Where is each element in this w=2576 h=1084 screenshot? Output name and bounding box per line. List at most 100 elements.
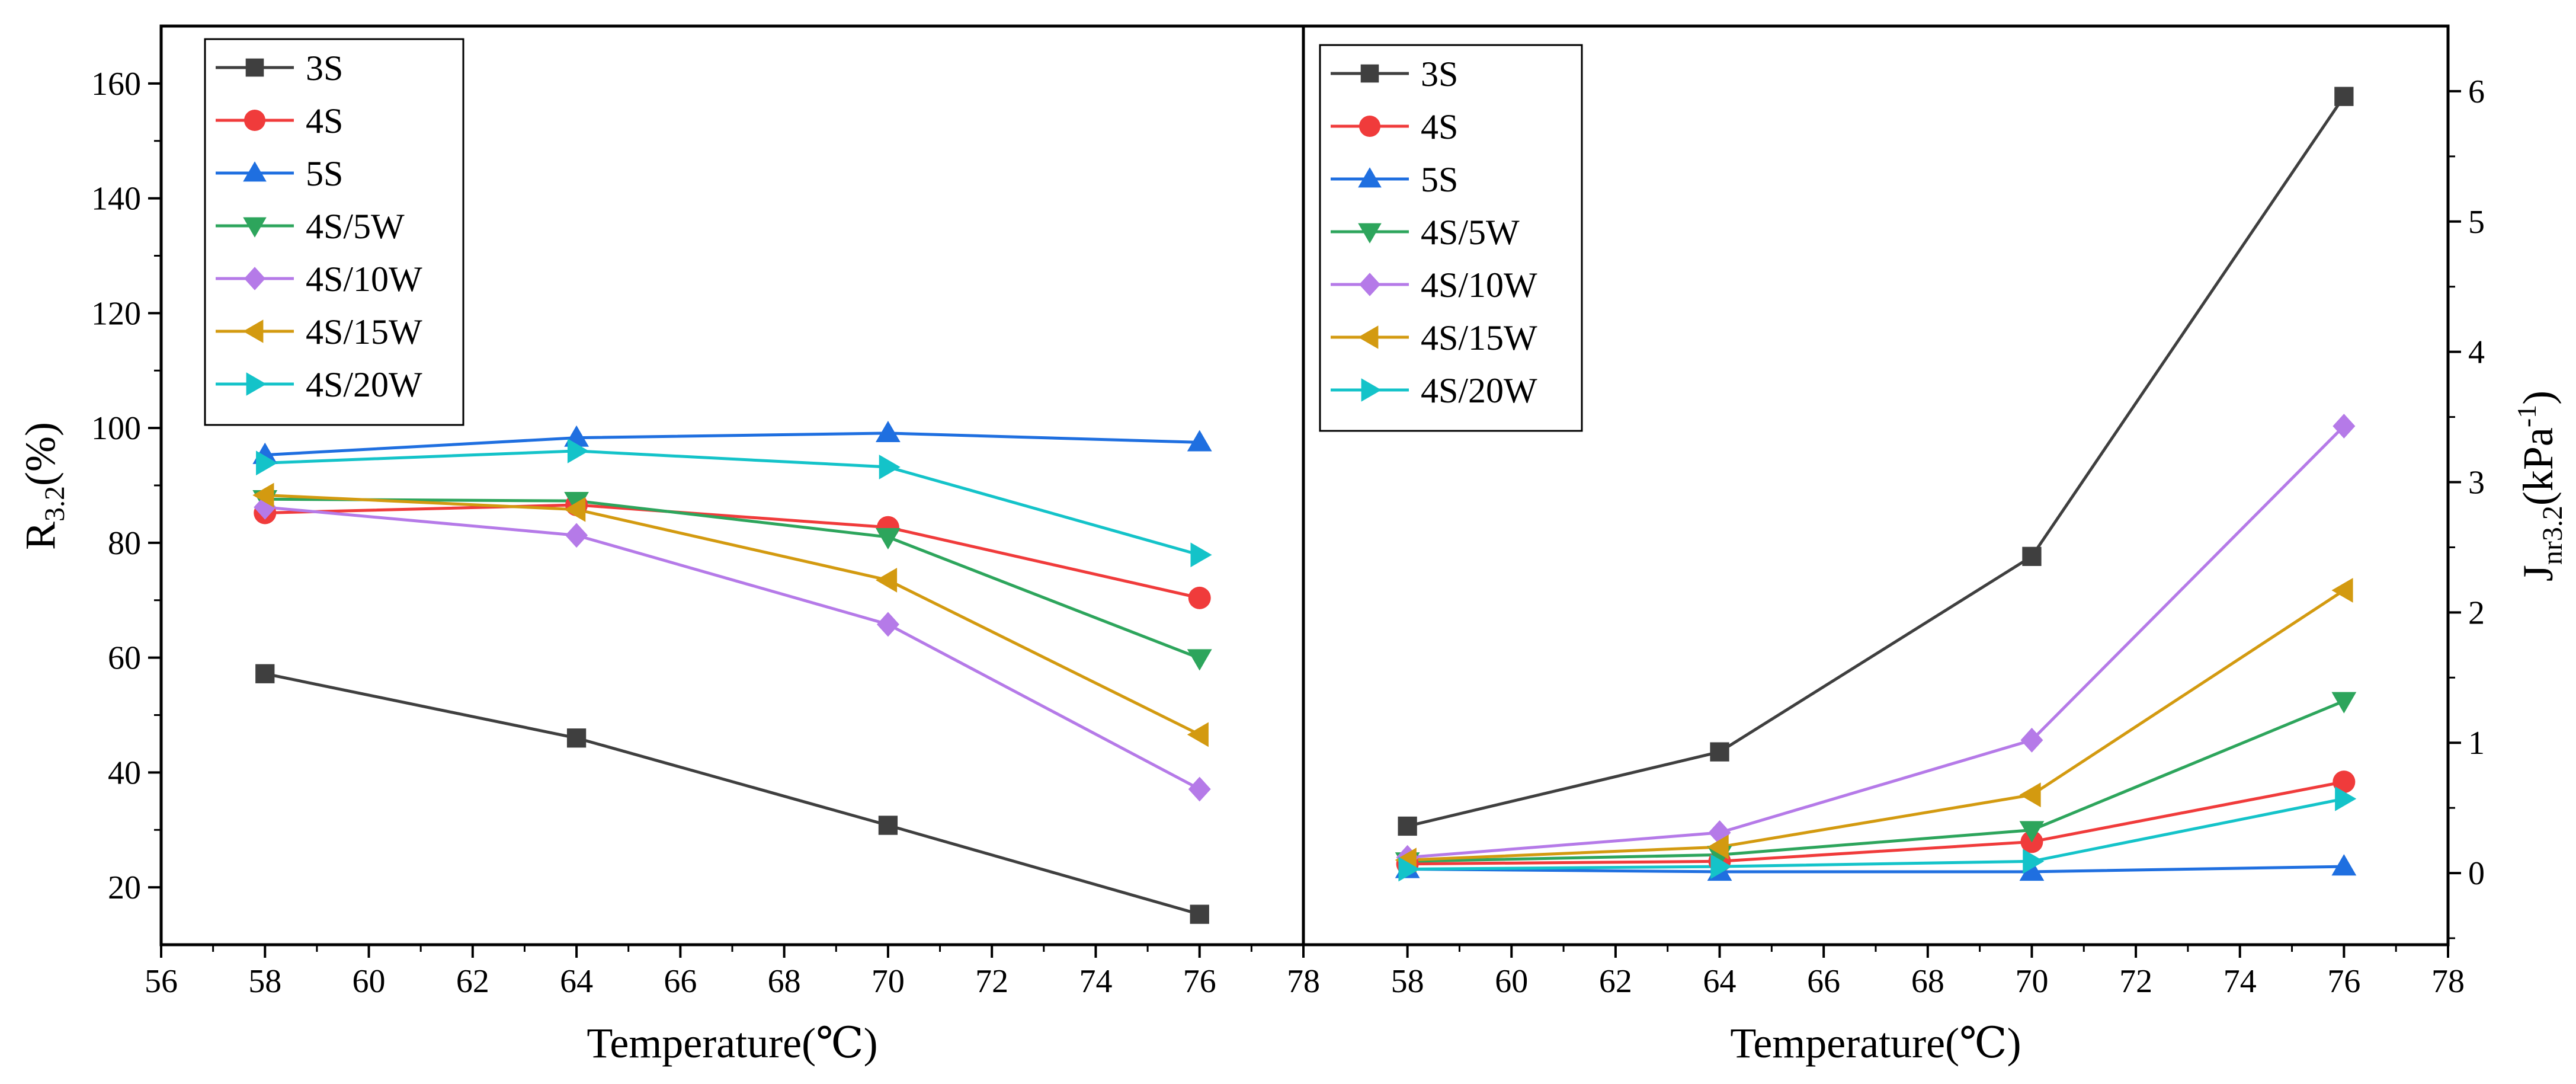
left-data-point-3s — [1190, 904, 1209, 924]
right-axes-frame — [1302, 24, 2450, 946]
right-y-tick-label: 1 — [2468, 725, 2485, 762]
right-data-point-4s-5w — [2331, 692, 2357, 714]
right-y-axis-title: Jnr3.2(kPa-1) — [2511, 391, 2568, 581]
left-data-point-4s-10w — [1188, 776, 1211, 802]
right-legend-label-4s-20w: 4S/20W — [1421, 371, 1537, 410]
left-data-point-4s-20w — [1190, 542, 1212, 568]
right-legend-marker-3s — [1360, 64, 1379, 83]
right-legend-marker-4s-15w — [1358, 325, 1379, 349]
right-y-tick-label: 5 — [2468, 204, 2485, 241]
left-y-tick-label: 120 — [91, 295, 141, 332]
right-panel: 58 60 62 64 66 68 70 72 74 76 78 0 1 2 3 4 5 6 Temperatur… — [1302, 24, 2568, 1067]
left-legend: 3S 4S 5S 4S/5W 4S/10W 4S/15W 4S/20W — [204, 38, 464, 426]
left-x-tick-label: 74 — [1079, 963, 1112, 1000]
right-legend-label-4s-10w: 4S/10W — [1421, 266, 1537, 305]
left-data-point-4s-20w — [256, 450, 278, 476]
left-y-axis-title-sub: 3.2 — [39, 486, 71, 522]
left-series-line-4s-5w — [265, 497, 1200, 660]
left-data-point-4s-15w — [1187, 722, 1209, 747]
right-series-line-5s — [1407, 865, 2344, 874]
left-series-line-5s — [265, 431, 1200, 457]
left-x-tick-label: 56 — [145, 963, 178, 1000]
left-y-tick-label: 60 — [108, 640, 141, 677]
left-legend-label-4s-15w: 4S/15W — [306, 312, 422, 351]
left-x-tick-label: 78 — [1287, 963, 1320, 1000]
left-legend-marker-4s-20w — [246, 372, 267, 396]
right-legend-marker-4s-5w — [1358, 223, 1382, 244]
right-y-tick-label: 4 — [2468, 334, 2485, 371]
right-x-tick-label: 70 — [2015, 963, 2048, 1000]
right-data-point-4s-20w — [2023, 849, 2045, 874]
left-data-point-4s-15w — [252, 482, 274, 508]
left-y-axis-title-suffix: (%) — [17, 422, 64, 486]
left-y-tick-label: 40 — [108, 754, 141, 791]
left-legend-label-4s-10w: 4S/10W — [306, 260, 422, 299]
right-x-tick-label: 66 — [1807, 963, 1840, 1000]
left-x-tick-label: 64 — [560, 963, 593, 1000]
right-data-point-5s — [2331, 854, 2357, 876]
right-x-tick-label: 76 — [2327, 963, 2360, 1000]
left-y-axis-title: R3.2(%) — [17, 422, 71, 550]
left-data-point-4s-20w — [879, 455, 901, 479]
right-x-tick-label: 74 — [2223, 963, 2257, 1000]
left-x-tick-label: 62 — [456, 963, 489, 1000]
left-data-point-4s-15w — [876, 567, 898, 593]
right-y-axis-title-sub: nr3.2 — [2537, 506, 2568, 565]
right-x-tick-label: 72 — [2119, 963, 2152, 1000]
right-y-tick-label: 0 — [2468, 855, 2485, 892]
left-data-point-4s-5w — [1187, 649, 1212, 671]
right-legend-marker-5s — [1358, 167, 1382, 188]
right-series-line-4s-5w — [1407, 699, 2345, 863]
right-data-point-4s-10w — [1708, 820, 1731, 845]
right-legend-label-4s-15w: 4S/15W — [1421, 318, 1537, 357]
right-axis-ticks: 58 60 62 64 66 68 70 72 74 76 78 0 1 2 3 4 5 6 — [1391, 73, 2485, 1000]
left-legend-label-4s: 4S — [306, 101, 343, 140]
right-legend-box — [1319, 44, 1583, 432]
left-legend-label-4s-20w: 4S/20W — [306, 365, 422, 404]
left-x-tick-label: 72 — [975, 963, 1008, 1000]
right-data-point-4s-5w — [2019, 821, 2045, 843]
right-data-point-4s-20w — [1710, 854, 1732, 879]
left-y-tick-label: 140 — [91, 181, 141, 218]
left-data-point-4s-20w — [567, 438, 589, 463]
right-data-point-3s — [2022, 546, 2042, 566]
left-x-tick-label: 66 — [664, 963, 697, 1000]
left-series-markers — [252, 420, 1212, 924]
right-legend: 3S 4S 5S 4S/5W 4S/10W 4S/15W 4S/20W — [1319, 44, 1583, 432]
right-series-line-4s-20w — [1407, 797, 2344, 871]
left-data-point-4s-10w — [876, 612, 899, 637]
right-data-point-4s-15w — [2331, 578, 2353, 603]
right-x-tick-label: 78 — [2431, 963, 2465, 1000]
right-series-line-4s-15w — [1407, 589, 2345, 862]
left-x-tick-label: 60 — [353, 963, 386, 1000]
left-series-line-4s-15w — [265, 493, 1200, 736]
left-x-axis-title: Temperature(℃) — [587, 1019, 877, 1067]
right-legend-marker-4s-10w — [1359, 273, 1380, 296]
right-y-axis-title-sup: -1 — [2511, 405, 2542, 427]
left-legend-label-3s: 3S — [306, 49, 343, 88]
left-y-tick-label: 160 — [91, 66, 141, 103]
left-data-point-5s — [876, 420, 901, 443]
right-x-tick-label: 58 — [1391, 963, 1424, 1000]
left-legend-marker-4s-15w — [243, 319, 264, 343]
right-y-axis-title-suffix: (kPa — [2514, 427, 2562, 506]
left-series-line-4s-20w — [265, 449, 1200, 557]
right-legend-label-4s: 4S — [1421, 107, 1458, 146]
right-y-tick-label: 2 — [2468, 594, 2485, 631]
left-legend-marker-5s — [243, 161, 267, 182]
right-legend-label-5s: 5S — [1421, 160, 1458, 199]
left-series-lines — [264, 431, 1200, 916]
right-y-tick-label: 3 — [2468, 465, 2485, 501]
left-x-tick-label: 76 — [1183, 963, 1216, 1000]
left-x-tick-label: 68 — [768, 963, 801, 1000]
right-data-point-3s — [1398, 816, 1417, 836]
left-legend-marker-4s-10w — [244, 267, 265, 290]
right-legend-label-3s: 3S — [1421, 55, 1458, 94]
left-axis-ticks: 56 58 60 62 64 66 68 70 72 74 76 78 20 40 60 80 100 120 14… — [91, 66, 1320, 1000]
right-x-tick-label: 68 — [1911, 963, 1944, 1000]
right-series-lines — [1407, 95, 2346, 874]
left-panel: 56 58 60 62 64 66 68 70 72 74 76 78 20 40 60 80 100 120 14… — [17, 24, 1320, 1067]
left-series-line-4s-10w — [265, 506, 1200, 791]
right-data-point-4s-20w — [1398, 856, 1420, 882]
